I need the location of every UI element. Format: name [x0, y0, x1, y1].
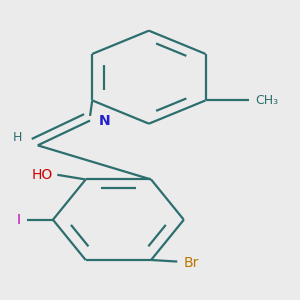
Text: N: N — [99, 114, 110, 128]
Text: HO: HO — [32, 168, 53, 182]
Text: H: H — [13, 131, 22, 144]
Text: Br: Br — [184, 256, 199, 270]
Text: CH₃: CH₃ — [256, 94, 279, 107]
Text: I: I — [16, 213, 20, 227]
